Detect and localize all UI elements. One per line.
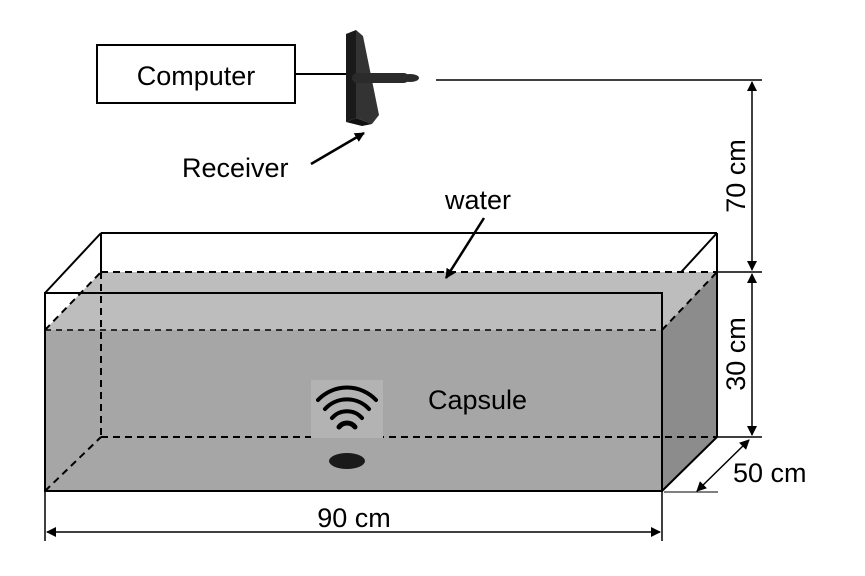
water-surface xyxy=(45,272,717,330)
length-label: 90 cm xyxy=(317,503,391,533)
computer-label: Computer xyxy=(137,61,256,91)
capsule-icon xyxy=(329,453,365,469)
receiver-label: Receiver xyxy=(182,153,289,183)
water-label: water xyxy=(444,185,511,215)
water-tank xyxy=(44,232,718,492)
capsule-label: Capsule xyxy=(428,385,527,415)
receiver-arrow xyxy=(310,131,365,166)
computer-box: Computer xyxy=(96,44,296,104)
width-dimension xyxy=(696,439,750,492)
width-label: 50 cm xyxy=(733,458,807,488)
wifi-signal-icon xyxy=(316,385,378,430)
water-depth-label: 30 cm xyxy=(721,317,751,391)
height-above-label: 70 cm xyxy=(721,139,751,213)
water-arrow xyxy=(444,217,486,279)
antenna-icon xyxy=(346,30,419,126)
